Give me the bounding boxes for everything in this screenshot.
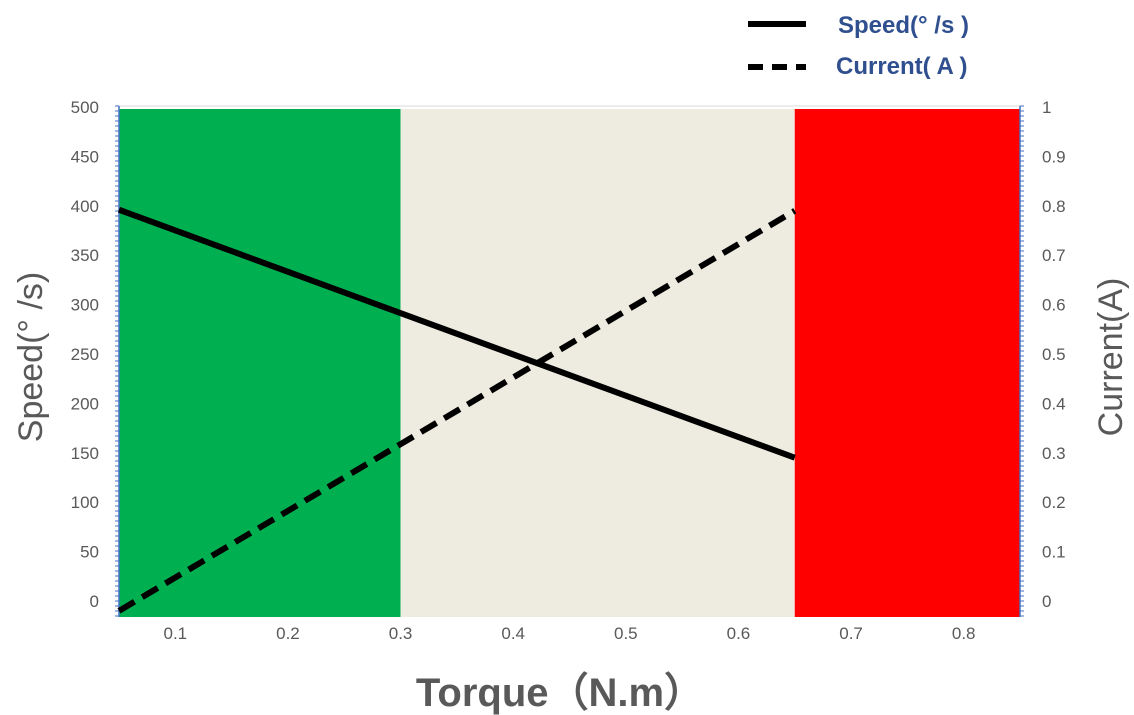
axes-layer <box>115 105 1024 617</box>
y2-axis-title: Current(A) <box>1092 278 1130 437</box>
y2-tick-label: 0.2 <box>1042 493 1066 512</box>
y2-tick-label: 0.3 <box>1042 444 1066 463</box>
x-tick-label: 0.5 <box>614 624 638 643</box>
series-layer <box>117 206 797 614</box>
y2-tick-label: 0.6 <box>1042 296 1066 315</box>
y-tick-label: 450 <box>71 147 99 166</box>
y2-tick-label: 0.8 <box>1042 197 1066 216</box>
x-tick-label: 0.6 <box>727 624 751 643</box>
y2-tick-label: 0.4 <box>1042 394 1066 413</box>
ticks-layer: 0 50 100 150 200 250 300 350 400 450 500 0 0.1 0.2 0.3… <box>71 98 1066 643</box>
legend-speed-label: Speed(° /s ) <box>838 12 969 39</box>
y2-tick-label: 0.5 <box>1042 345 1066 364</box>
y-tick-label: 100 <box>71 493 99 512</box>
legend: Speed(° /s ) Current( A ) <box>748 12 969 80</box>
y-tick-label: 350 <box>71 246 99 265</box>
series-line-speed <box>117 206 796 461</box>
x-tick-label: 0.2 <box>276 624 300 643</box>
x-axis-title: Torque（N.m） <box>416 671 704 715</box>
x-tick-label: 0.7 <box>839 624 863 643</box>
y2-tick-label: 0.9 <box>1042 147 1066 166</box>
y-tick-label: 150 <box>71 444 99 463</box>
x-tick-label: 0.8 <box>952 624 976 643</box>
y-axis-title: Speed(° /s) <box>12 272 50 442</box>
region-band-0 <box>119 109 401 617</box>
y-tick-label: 400 <box>71 197 99 216</box>
y-tick-label: 300 <box>71 296 99 315</box>
y-tick-label: 200 <box>71 394 99 413</box>
y2-tick-label: 0.7 <box>1042 246 1066 265</box>
y-tick-label: 500 <box>71 98 99 117</box>
x-tick-label: 0.1 <box>163 624 187 643</box>
y-tick-label: 50 <box>80 543 99 562</box>
x-tick-label: 0.3 <box>389 624 413 643</box>
y2-tick-label: 1 <box>1042 98 1051 117</box>
y2-tick-label: 0.1 <box>1042 543 1066 562</box>
y-tick-label: 0 <box>90 592 99 611</box>
x-tick-label: 0.4 <box>501 624 525 643</box>
region-band-1 <box>400 109 795 617</box>
y-tick-label: 250 <box>71 345 99 364</box>
regions-layer <box>119 109 1020 617</box>
series-line-current <box>117 208 797 614</box>
region-band-2 <box>794 109 1020 617</box>
y2-tick-label: 0 <box>1042 592 1051 611</box>
legend-current-label: Current( A ) <box>836 53 968 80</box>
